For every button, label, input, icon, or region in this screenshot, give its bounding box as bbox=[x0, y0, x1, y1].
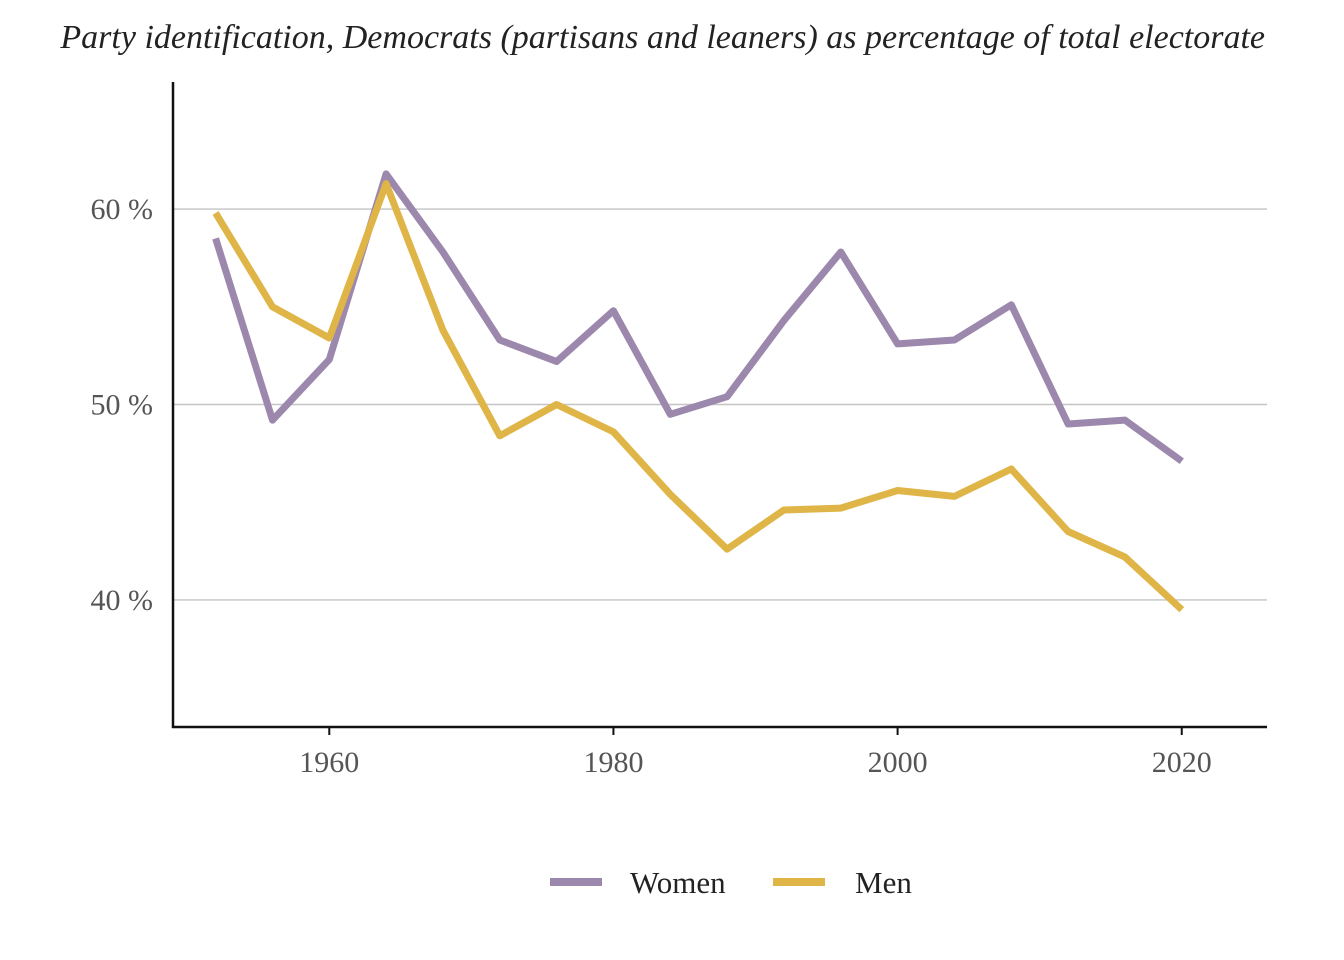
y-tick-label: 40 % bbox=[91, 584, 154, 617]
legend-label-women: Women bbox=[630, 865, 726, 900]
series-line-women bbox=[212, 170, 1184, 465]
x-tick-label: 1960 bbox=[299, 746, 359, 779]
tick-labels: 40 % 50 % 60 % 1960 1980 2000 2020 bbox=[91, 193, 1212, 779]
chart-title: Party identification, Democrats (partisa… bbox=[59, 19, 1265, 56]
legend: Women Men bbox=[550, 865, 912, 900]
series-line-men bbox=[212, 180, 1185, 613]
y-tick-label: 50 % bbox=[91, 389, 154, 422]
legend-label-men: Men bbox=[855, 865, 912, 900]
x-tick-label: 2000 bbox=[868, 746, 928, 779]
axes bbox=[171, 82, 1267, 735]
y-tick-label: 60 % bbox=[91, 193, 154, 226]
gridlines bbox=[173, 208, 1267, 601]
x-tick-label: 1980 bbox=[583, 746, 643, 779]
series-lines bbox=[212, 170, 1185, 613]
x-tick-label: 2020 bbox=[1152, 746, 1212, 779]
